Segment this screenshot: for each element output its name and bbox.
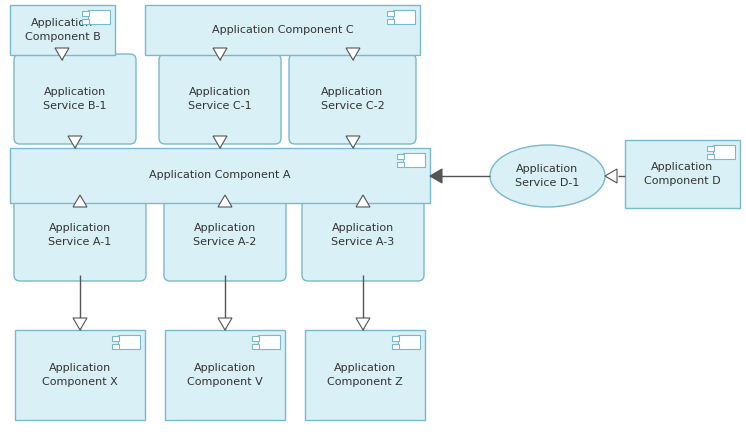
- Text: Application Component C: Application Component C: [212, 25, 354, 35]
- Bar: [112, 335, 119, 340]
- Text: Application
Service A-2: Application Service A-2: [193, 223, 257, 247]
- Bar: [252, 335, 259, 340]
- Bar: [258, 335, 280, 349]
- FancyBboxPatch shape: [289, 54, 416, 144]
- Bar: [403, 153, 425, 167]
- Bar: [145, 5, 420, 55]
- Polygon shape: [218, 195, 232, 207]
- Bar: [625, 140, 740, 208]
- Bar: [252, 343, 259, 348]
- Polygon shape: [213, 48, 227, 60]
- FancyBboxPatch shape: [159, 54, 281, 144]
- Bar: [387, 11, 394, 16]
- Bar: [392, 335, 399, 340]
- Bar: [397, 153, 404, 158]
- Bar: [397, 161, 404, 166]
- Polygon shape: [346, 48, 360, 60]
- Text: Application
Component Z: Application Component Z: [327, 363, 403, 387]
- Bar: [82, 11, 89, 16]
- Bar: [82, 18, 89, 24]
- Polygon shape: [430, 169, 442, 183]
- FancyBboxPatch shape: [14, 189, 146, 281]
- Polygon shape: [73, 318, 87, 330]
- FancyBboxPatch shape: [302, 189, 424, 281]
- FancyBboxPatch shape: [14, 54, 136, 144]
- Bar: [118, 335, 140, 349]
- Text: Application Component A: Application Component A: [149, 170, 291, 181]
- Polygon shape: [213, 136, 227, 148]
- Bar: [707, 153, 714, 158]
- Text: Application
Service A-3: Application Service A-3: [331, 223, 395, 247]
- Text: Application
Service A-1: Application Service A-1: [48, 223, 112, 247]
- Text: Application
Component V: Application Component V: [187, 363, 263, 387]
- Polygon shape: [356, 318, 370, 330]
- Bar: [112, 343, 119, 348]
- Text: Application
Component D: Application Component D: [645, 162, 721, 186]
- Bar: [393, 10, 415, 24]
- Polygon shape: [218, 318, 232, 330]
- Text: Application
Service D-1: Application Service D-1: [515, 165, 580, 188]
- Bar: [165, 330, 285, 420]
- Text: Application
Service C-2: Application Service C-2: [321, 87, 384, 111]
- Polygon shape: [346, 136, 360, 148]
- FancyBboxPatch shape: [164, 189, 286, 281]
- Text: Application
Component B: Application Component B: [25, 18, 101, 41]
- Bar: [398, 335, 420, 349]
- Bar: [88, 10, 110, 24]
- Bar: [713, 145, 735, 159]
- Text: Application
Component X: Application Component X: [42, 363, 118, 387]
- Polygon shape: [605, 169, 617, 183]
- Bar: [15, 330, 145, 420]
- Bar: [387, 18, 394, 24]
- Bar: [10, 5, 115, 55]
- Ellipse shape: [490, 145, 605, 207]
- Text: Application
Service B-1: Application Service B-1: [43, 87, 107, 111]
- Bar: [392, 343, 399, 348]
- Polygon shape: [73, 195, 87, 207]
- Polygon shape: [356, 195, 370, 207]
- Bar: [10, 148, 430, 203]
- Bar: [707, 145, 714, 150]
- Polygon shape: [68, 136, 82, 148]
- Text: Application
Service C-1: Application Service C-1: [188, 87, 252, 111]
- Bar: [305, 330, 425, 420]
- Polygon shape: [55, 48, 69, 60]
